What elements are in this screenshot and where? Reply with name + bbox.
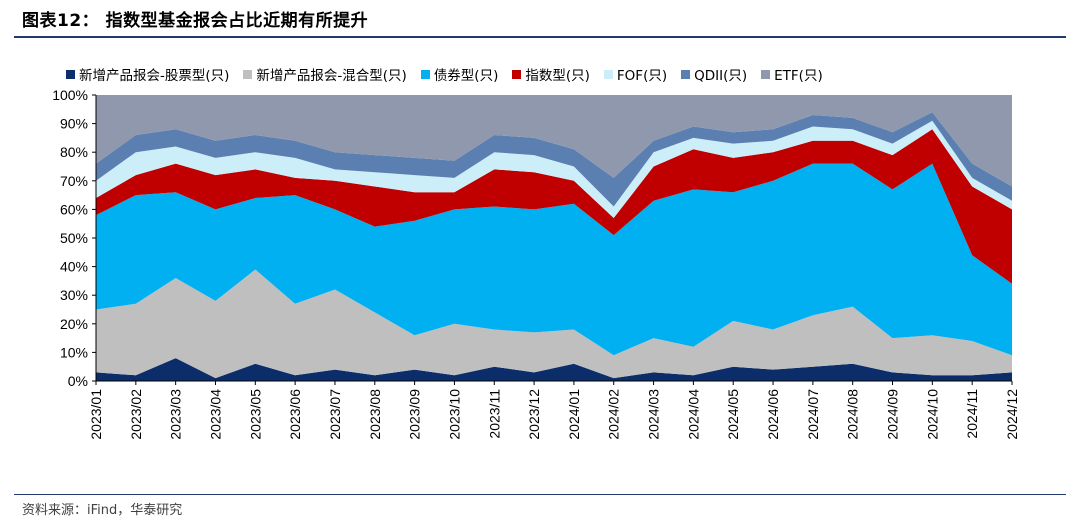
series-area (96, 358, 1012, 381)
series-area (96, 120, 1012, 218)
x-tick-label: 2023/09 (407, 389, 423, 440)
legend-item: 新增产品报会-混合型(只) (243, 64, 407, 84)
x-tick-label: 2023/03 (168, 389, 184, 440)
source-note: 资料来源：iFind，华泰研究 (22, 503, 183, 518)
x-tick-label: 2023/12 (526, 389, 542, 440)
title-rule (14, 36, 1066, 38)
legend-swatch (603, 69, 613, 79)
legend-swatch (243, 69, 253, 79)
legend-swatch (66, 69, 75, 79)
x-tick-label: 2024/01 (566, 389, 582, 440)
legend-label: 新增产品报会-股票型(只) (79, 68, 230, 84)
x-tick-label: 2024/10 (924, 389, 940, 440)
series-area (96, 269, 1012, 379)
x-tick-label: 2023/04 (207, 389, 223, 440)
x-tick-label: 2024/05 (725, 389, 741, 440)
x-tick-label: 2024/07 (805, 389, 821, 440)
legend-item: QDII(只) (681, 64, 747, 84)
legend-label: 指数型(只) (525, 68, 590, 84)
legend-swatch (420, 69, 430, 79)
x-tick-label: 2024/04 (685, 389, 701, 440)
x-tick-label: 2024/08 (845, 389, 861, 440)
series-area (96, 163, 1012, 356)
legend-item: 指数型(只) (512, 64, 590, 84)
x-tick-label: 2023/01 (88, 389, 104, 440)
x-tick-label: 2023/11 (486, 389, 502, 439)
x-tick-label: 2024/09 (885, 389, 901, 440)
legend-item: 新增产品报会-股票型(只) (66, 64, 229, 84)
y-tick-label: 60% (60, 201, 88, 217)
y-tick-label: 30% (60, 287, 88, 303)
legend-label: ETF(只) (774, 68, 823, 84)
x-tick-label: 2023/02 (128, 389, 144, 440)
legend-swatch (512, 69, 522, 79)
legend-label: QDII(只) (694, 68, 748, 84)
legend-swatch (681, 69, 691, 79)
x-tick-label: 2024/12 (1004, 389, 1020, 440)
legend-item: 债券型(只) (420, 64, 499, 84)
y-tick-label: 70% (60, 173, 88, 189)
y-tick-label: 20% (60, 316, 88, 332)
x-tick-label: 2023/10 (446, 389, 462, 440)
legend-item: ETF(只) (761, 64, 823, 84)
y-tick-label: 0% (68, 373, 88, 389)
x-tick-label: 2023/05 (247, 389, 263, 440)
x-tick-label: 2024/03 (646, 389, 662, 440)
legend-swatch (761, 69, 771, 79)
legend-label: 债券型(只) (433, 68, 499, 84)
y-tick-label: 10% (60, 344, 88, 360)
y-tick-label: 50% (60, 230, 88, 246)
x-tick-label: 2023/07 (327, 389, 343, 440)
x-tick-label: 2024/11 (964, 389, 980, 439)
series-area (96, 95, 1012, 187)
x-tick-label: 2024/06 (765, 389, 781, 440)
y-tick-label: 80% (60, 144, 88, 160)
x-tick-label: 2023/08 (367, 389, 383, 440)
y-tick-label: 40% (60, 259, 88, 275)
legend-item: FOF(只) (603, 64, 668, 84)
chart-legend: 新增产品报会-股票型(只) 新增产品报会-混合型(只) 债券型(只) 指数型(只) FO… (66, 64, 823, 84)
y-tick-label: 100% (52, 87, 88, 103)
legend-label: 新增产品报会-混合型(只) (256, 68, 407, 84)
x-tick-label: 2023/06 (287, 389, 303, 440)
legend-label: FOF(只) (616, 68, 668, 84)
series-area (96, 129, 1012, 284)
source-rule (14, 494, 1066, 495)
x-tick-label: 2024/02 (606, 389, 622, 440)
figure-title: 图表12： 指数型基金报会占比近期有所提升 (22, 11, 369, 31)
series-area (96, 112, 1012, 207)
y-tick-label: 90% (60, 116, 88, 132)
